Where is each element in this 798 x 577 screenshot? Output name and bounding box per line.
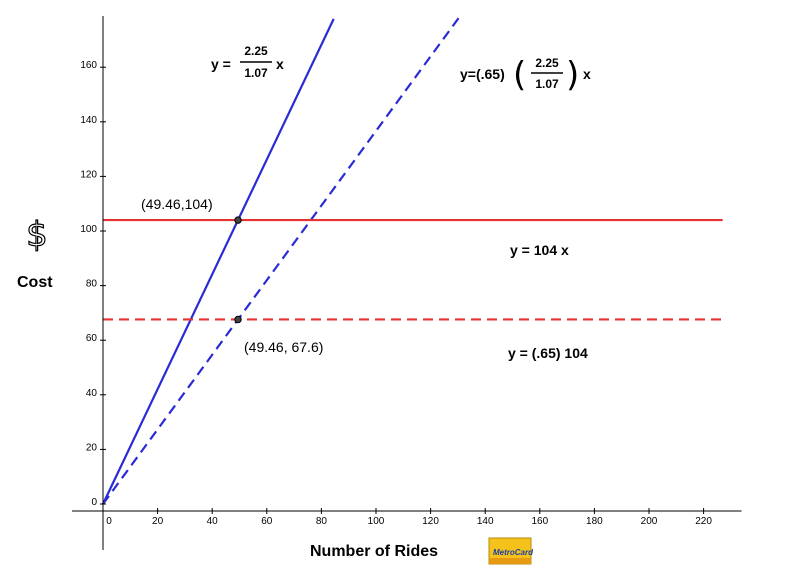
x-tick-label: 80 <box>316 516 328 527</box>
y-tick-label: 80 <box>86 279 98 290</box>
x-tick-label: 200 <box>641 516 658 527</box>
x-tick-label: 180 <box>586 516 603 527</box>
point-label-2: (49.46, 67.6) <box>244 339 323 355</box>
x-tick-label: 140 <box>477 516 494 527</box>
y-tick-label: 60 <box>86 333 98 344</box>
eq1-numerator: 2.25 <box>244 44 268 58</box>
x-tick-label: 220 <box>695 516 712 527</box>
point-label-1: (49.46,104) <box>141 196 213 212</box>
eq2-prefix: y=(.65) <box>460 66 505 82</box>
x-tick-label: 100 <box>368 516 385 527</box>
y-tick-label: 0 <box>91 497 97 508</box>
x-axis-title: Number of Rides <box>310 543 438 560</box>
eq2-denominator: 1.07 <box>535 77 559 91</box>
eq2-open-paren: ( <box>513 55 526 95</box>
eq1-prefix: y = <box>211 56 231 72</box>
eq2-suffix: x <box>583 66 591 82</box>
y-tick-label: 140 <box>80 115 97 126</box>
y-axis-title: Cost <box>17 274 53 291</box>
x-tick-label: 160 <box>531 516 548 527</box>
eq4-label: y = (.65) 104 <box>508 345 588 361</box>
x-tick-label: 120 <box>422 516 439 527</box>
eq1-suffix: x <box>276 56 284 72</box>
equation-steep-line: y = 2.25 1.07 x <box>211 44 284 80</box>
eq2-numerator: 2.25 <box>535 56 559 70</box>
axes <box>72 16 742 550</box>
x-tick-label: 60 <box>261 516 273 527</box>
y-tick-label: 160 <box>80 60 97 71</box>
intersection-point-1 <box>234 216 242 224</box>
eq1-denominator: 1.07 <box>244 66 268 80</box>
series-lines <box>102 14 723 505</box>
equation-discounted-line: y=(.65) ( 2.25 1.07 ) x <box>460 55 591 95</box>
y-tick-label: 20 <box>86 442 98 453</box>
x-tick-label: 0 <box>106 516 112 527</box>
x-tick-label: 40 <box>207 516 219 527</box>
dollar-sign-icon: $ <box>26 215 48 255</box>
eq2-close-paren: ) <box>566 55 579 95</box>
data-points <box>234 216 242 324</box>
intersection-point-2 <box>234 315 242 324</box>
y-tick-label: 40 <box>86 388 98 399</box>
y-tick-label: 100 <box>80 224 97 235</box>
logo-text: MetroCard <box>493 548 534 557</box>
axis-ticks: 0 20 40 60 80 100 120 140 160 180 200 220 0 20 40 60 80 1… <box>80 60 712 527</box>
metrocard-logo-icon: MetroCard <box>488 537 534 565</box>
eq3-label: y = 104 x <box>510 242 569 258</box>
series-line-1 <box>102 18 335 505</box>
series-line-2 <box>102 14 462 505</box>
y-tick-label: 120 <box>80 169 97 180</box>
x-tick-label: 20 <box>152 516 164 527</box>
